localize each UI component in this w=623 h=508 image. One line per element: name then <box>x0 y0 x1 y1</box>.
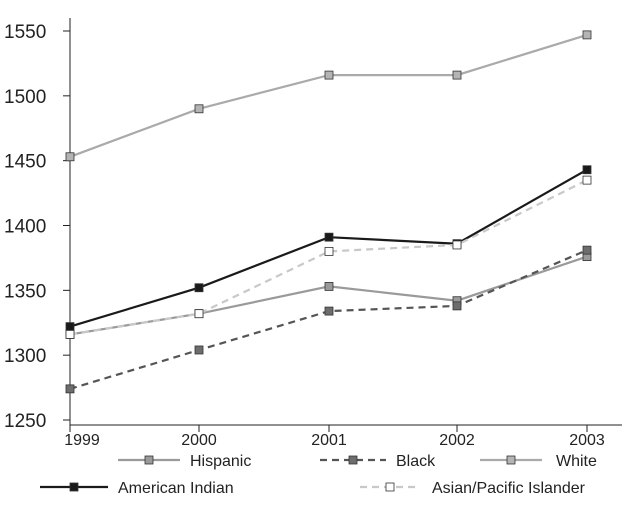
data-point-american-indian <box>65 322 75 332</box>
data-point-white <box>65 152 75 162</box>
series-line-asian-pacific-islander <box>69 179 588 336</box>
y-tick-label: 1450 <box>4 152 46 173</box>
data-point-hispanic <box>324 282 334 291</box>
data-point-black <box>324 306 334 316</box>
legend-label: Asian/Pacific Islander <box>432 480 586 497</box>
series-black <box>65 245 592 394</box>
data-point-white <box>452 70 462 80</box>
legend-item-white: White <box>480 453 597 470</box>
data-point-asian-pacific-islander <box>65 330 75 339</box>
data-point-american-indian <box>194 283 204 293</box>
y-tick-label: 1250 <box>4 411 46 432</box>
legend: Hispanic Black White American Indian Asian/P… <box>40 453 597 497</box>
data-point-asian-pacific-islander <box>582 175 592 185</box>
x-tick-label: 2001 <box>311 432 347 449</box>
y-tick-label: 1350 <box>4 281 46 302</box>
legend-label: American Indian <box>118 480 234 497</box>
x-tick-label: 2003 <box>569 432 605 449</box>
y-ticks: 1250 1300 1350 1400 1450 1500 1550 <box>4 22 70 432</box>
legend-item-black: Black <box>320 453 436 470</box>
x-tick-label: 2000 <box>181 432 217 449</box>
data-point-black <box>582 245 592 255</box>
y-tick-label: 1500 <box>4 87 46 108</box>
legend-item-asian-pacific-islander: Asian/Pacific Islander <box>360 480 586 497</box>
y-tick-label: 1300 <box>4 346 46 367</box>
series-american-indian <box>65 165 592 332</box>
legend-marker <box>506 455 516 465</box>
data-point-black <box>194 345 204 355</box>
data-point-black <box>452 301 462 311</box>
legend-item-american-indian: American Indian <box>40 480 234 497</box>
legend-marker <box>144 455 154 465</box>
y-tick-label: 1400 <box>4 217 46 238</box>
y-tick-label: 1550 <box>4 22 46 43</box>
series-line-white <box>69 33 588 158</box>
legend-marker <box>385 482 395 492</box>
x-ticks: 1999 2000 2001 2002 2003 <box>64 425 605 449</box>
data-point-american-indian <box>324 232 334 242</box>
legend-label: Black <box>396 453 436 470</box>
data-point-black <box>65 384 75 394</box>
series-layer <box>65 30 592 394</box>
data-point-white <box>582 30 592 40</box>
series-asian-pacific-islander <box>65 175 592 339</box>
data-point-white <box>194 104 204 114</box>
data-point-american-indian <box>582 165 592 175</box>
legend-label: Hispanic <box>190 453 251 470</box>
data-point-asian-pacific-islander <box>452 240 462 250</box>
legend-item-hispanic: Hispanic <box>118 453 251 470</box>
data-point-asian-pacific-islander <box>194 309 204 319</box>
x-tick-label: 1999 <box>64 432 100 449</box>
legend-label: White <box>556 453 597 470</box>
series-hispanic <box>65 252 592 339</box>
legend-marker <box>69 482 79 492</box>
data-point-asian-pacific-islander <box>324 247 334 256</box>
series-line-black <box>69 249 588 390</box>
x-tick-label: 2002 <box>439 432 475 449</box>
data-point-white <box>324 70 334 80</box>
legend-marker <box>348 455 358 465</box>
series-white <box>65 30 592 162</box>
axes <box>69 18 622 426</box>
